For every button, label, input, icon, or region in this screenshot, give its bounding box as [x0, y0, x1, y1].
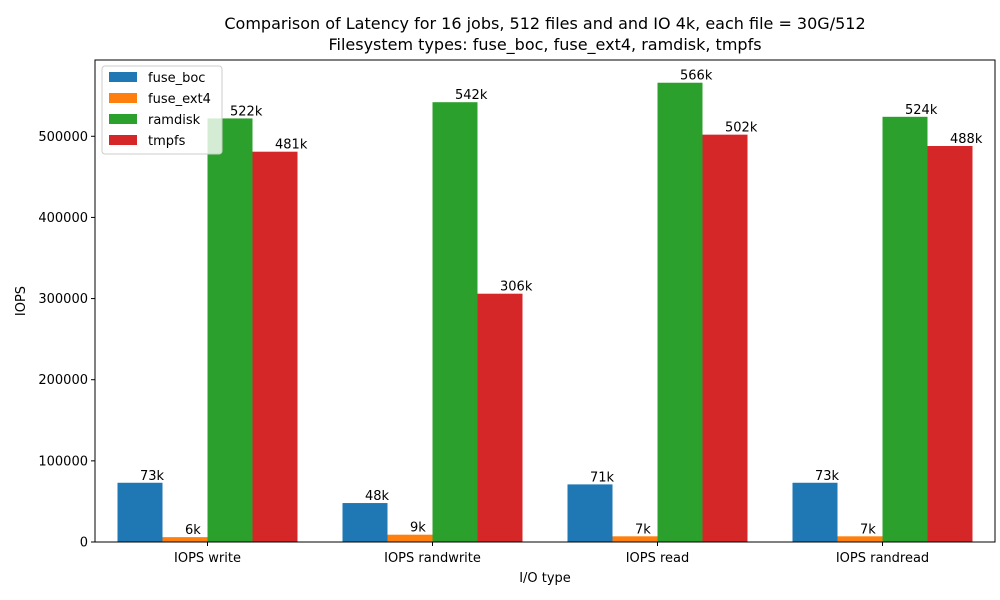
data-label-fuse_boc-0: 73k: [140, 469, 165, 484]
data-label-fuse_ext4-0: 6k: [185, 523, 201, 538]
bar-fuse_ext4-2: [612, 536, 658, 542]
x-axis: IOPS write IOPS randwrite IOPS read IOPS ra…: [174, 542, 929, 566]
bar-ramdisk-3: [882, 116, 928, 543]
bar-fuse_boc-2: [567, 484, 613, 542]
plot-frame: [94, 59, 996, 543]
x-tick-label: IOPS write: [174, 551, 241, 566]
x-axis-label: I/O type: [519, 571, 571, 586]
bar-ramdisk-0: [207, 118, 253, 543]
y-tick-label: 300000: [38, 292, 88, 307]
data-label-tmpfs-0: 481k: [275, 138, 308, 153]
y-axis: 0 100000 200000 300000 400000 500000: [38, 130, 95, 551]
data-label-ramdisk-2: 566k: [680, 69, 713, 84]
legend-label-fuse_boc: fuse_boc: [148, 71, 205, 86]
data-label-tmpfs-2: 502k: [725, 121, 758, 136]
bar-tmpfs-3: [927, 146, 973, 542]
data-label-fuse_boc-2: 71k: [590, 470, 615, 485]
bar-fuse_boc-1: [342, 503, 388, 542]
data-label-fuse_ext4-1: 9k: [410, 521, 426, 536]
data-label-fuse_ext4-2: 7k: [635, 522, 651, 537]
chart-title-line-2: Filesystem types: fuse_boc, fuse_ext4, r…: [328, 35, 761, 55]
bar-tmpfs-0: [252, 151, 298, 542]
data-label-tmpfs-1: 306k: [500, 280, 533, 295]
bar-ramdisk-2: [657, 82, 703, 542]
legend-swatch-tmpfs: [109, 135, 137, 145]
legend-label-ramdisk: ramdisk: [148, 113, 201, 128]
legend-swatch-fuse_ext4: [109, 93, 137, 103]
legend-label-fuse_ext4: fuse_ext4: [148, 92, 211, 107]
bar-fuse_ext4-1: [387, 534, 433, 542]
y-tick-label: 500000: [38, 130, 88, 145]
data-labels-group: 73k 48k 71k 73k 6k 9k 7k 7k 522k 542k 566k 524k 481k…: [140, 69, 983, 538]
legend-label-tmpfs: tmpfs: [148, 134, 186, 149]
data-label-ramdisk-0: 522k: [230, 104, 263, 119]
bar-ramdisk-1: [432, 102, 478, 542]
bar-fuse_boc-0: [117, 482, 163, 542]
bar-tmpfs-1: [477, 293, 523, 542]
y-tick-label: 0: [80, 536, 88, 551]
legend-swatch-ramdisk: [109, 114, 137, 124]
bars-group: [117, 82, 973, 543]
legend-box: [101, 65, 223, 155]
data-label-tmpfs-3: 488k: [950, 132, 983, 147]
chart-title-line-1: Comparison of Latency for 16 jobs, 512 f…: [224, 14, 865, 33]
legend-swatch-fuse_boc: [109, 72, 137, 82]
bar-fuse_boc-3: [792, 482, 838, 542]
data-label-fuse_boc-3: 73k: [815, 469, 840, 484]
x-tick-label: IOPS randread: [836, 551, 929, 566]
x-tick-label: IOPS read: [626, 551, 690, 566]
data-label-ramdisk-1: 542k: [455, 88, 488, 103]
y-tick-label: 100000: [38, 454, 88, 469]
y-tick-label: 200000: [38, 373, 88, 388]
y-tick-label: 400000: [38, 211, 88, 226]
data-label-fuse_boc-1: 48k: [365, 489, 390, 504]
bar-tmpfs-2: [702, 134, 748, 542]
x-tick-label: IOPS randwrite: [384, 551, 481, 566]
bar-fuse_ext4-0: [162, 537, 208, 542]
bar-fuse_ext4-3: [837, 536, 883, 542]
data-label-fuse_ext4-3: 7k: [860, 522, 876, 537]
data-label-ramdisk-3: 524k: [905, 103, 938, 118]
y-axis-label: IOPS: [14, 286, 29, 316]
